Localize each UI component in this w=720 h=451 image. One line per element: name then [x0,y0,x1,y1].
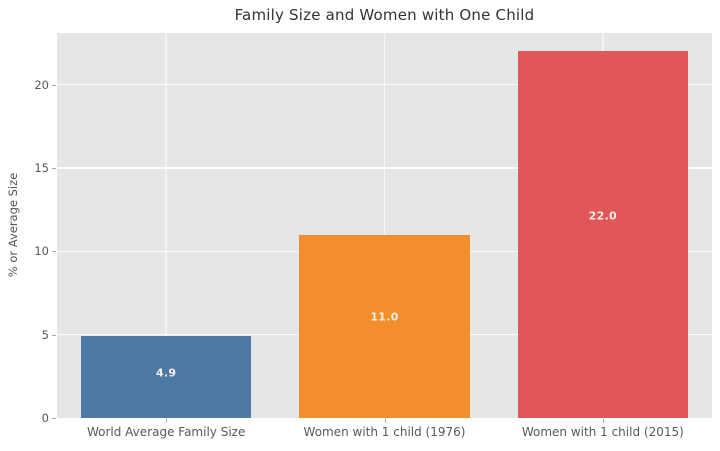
x-tick-label-0: World Average Family Size [86,425,246,439]
x-tick-mark-1 [384,419,386,423]
y-tick-mark-10 [52,251,56,253]
x-tick-mark-2 [602,419,604,423]
bar-1 [299,234,470,418]
y-tick-mark-15 [52,168,56,169]
y-tick-label-5: 5 [41,327,49,342]
x-tick-label-1: Women with 1 child (1976) [303,425,466,439]
y-tick-mark-20 [52,84,56,86]
bar-value-label-2: 22.0 [588,209,617,223]
bar-value-label-1: 11.0 [370,310,399,324]
y-tick-label-10: 10 [34,244,49,259]
y-tick-mark-0 [52,418,56,419]
y-tick-mark-5 [52,334,56,336]
plot-area: 4.9 11.0 22.0 [57,33,712,418]
y-tick-label-0: 0 [41,411,49,425]
bar-value-label-0: 4.9 [155,366,177,380]
gridline-x-1 [383,33,386,418]
x-tick-mark-0 [166,419,168,423]
bar-0 [81,336,252,418]
y-tick-label-15: 15 [34,161,49,175]
gridline-x-0 [165,33,167,418]
bar-2 [517,51,688,418]
chart-title: Family Size and Women with One Child [234,6,535,24]
y-tick-label-20: 20 [34,77,49,92]
x-tick-label-2: Women with 1 child (2015) [521,425,684,439]
